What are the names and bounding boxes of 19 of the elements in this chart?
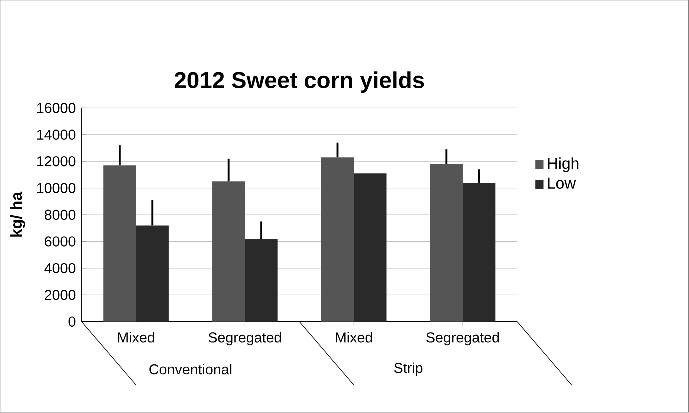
y-tick-label: 8000 xyxy=(44,210,76,220)
x-tick-label: Segregated xyxy=(208,332,282,346)
y-tick-label: 6000 xyxy=(45,236,76,247)
y-tick-label: 0 xyxy=(68,316,76,328)
y-tick-label: 12000 xyxy=(37,156,76,167)
y-tick-label: 2000 xyxy=(45,290,76,300)
y-axis-title: kg/ ha xyxy=(10,192,26,238)
text: Conventional xyxy=(150,364,232,375)
legend-label: High xyxy=(548,158,579,173)
x-tick-label: Mixed xyxy=(118,332,154,343)
y-tick-label: 14000 xyxy=(37,130,76,140)
text: Strip xyxy=(394,362,423,376)
y-tick-label: 4000 xyxy=(44,263,76,274)
legend-label: Low xyxy=(548,178,576,190)
y-tick-label: 10000 xyxy=(37,183,76,194)
y-tick-label: 16000 xyxy=(37,103,76,114)
x-tick-label: Segregated xyxy=(426,332,500,346)
x-tick-label: Mixed xyxy=(336,332,372,343)
chart-title: 2012 Sweet corn yields xyxy=(174,72,424,94)
